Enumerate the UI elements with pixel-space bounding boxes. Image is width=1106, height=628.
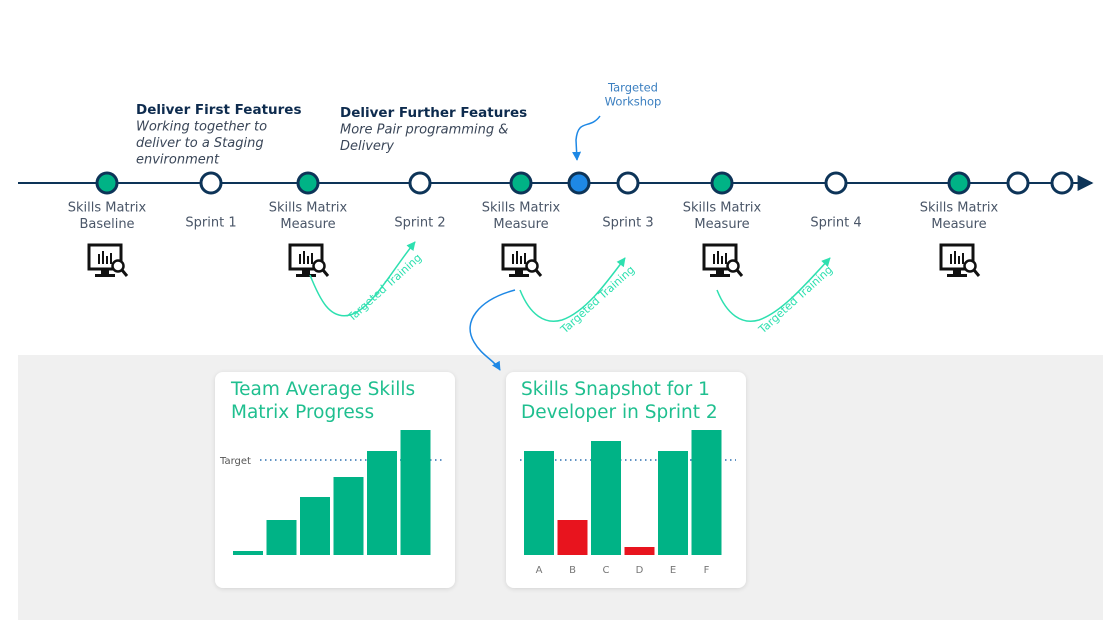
category-label: A <box>536 565 543 576</box>
training-label: Targeted Training <box>755 263 835 337</box>
bar <box>591 441 621 555</box>
annotation-line: deliver to a Staging <box>136 136 264 151</box>
category-label: C <box>603 565 610 576</box>
node-label: Measure <box>280 217 335 232</box>
bar <box>333 477 364 555</box>
bar <box>300 497 330 555</box>
category-label: B <box>569 565 576 576</box>
node-label: Sprint 2 <box>394 216 445 231</box>
node-label: Sprint 4 <box>810 216 861 231</box>
annotation-line: Delivery <box>340 139 394 154</box>
timeline-node <box>1050 171 1074 195</box>
node-label: Skills Matrix <box>683 201 762 216</box>
category-label: F <box>704 565 710 576</box>
bar <box>524 451 554 555</box>
node-label: Skills Matrix <box>482 201 561 216</box>
node-label: Sprint 1 <box>185 216 236 231</box>
bar <box>266 520 297 555</box>
workshop-label: Workshop <box>605 95 662 109</box>
chart-title: Skills Snapshot for 1 <box>521 379 710 400</box>
workshop-arrow <box>572 115 601 161</box>
category-label: D <box>636 565 644 576</box>
timeline-node <box>1006 171 1030 195</box>
timeline-node <box>408 171 432 195</box>
annotation-title: Deliver Further Features <box>340 105 527 121</box>
node-label: Sprint 3 <box>602 216 653 231</box>
node-label: Skills Matrix <box>68 201 147 216</box>
timeline-node <box>509 171 533 195</box>
bar <box>691 430 722 555</box>
training-arrow <box>519 257 626 322</box>
timeline-node <box>947 171 971 195</box>
node-label: Measure <box>493 217 548 232</box>
chart-title: Developer in Sprint 2 <box>521 402 718 423</box>
workshop-label: Targeted <box>607 81 658 95</box>
node-label: Skills Matrix <box>269 201 348 216</box>
node-label: Skills Matrix <box>920 201 999 216</box>
node-label: Baseline <box>79 217 134 232</box>
annotation-line: More Pair programming & <box>340 123 508 138</box>
bar <box>658 451 688 555</box>
training-arrow <box>716 257 831 322</box>
timeline-node <box>616 171 640 195</box>
bar <box>557 520 588 555</box>
timeline-node <box>710 171 734 195</box>
annotation-line: environment <box>136 153 220 168</box>
target-label: Target <box>219 456 251 467</box>
timeline-node <box>296 171 320 195</box>
annotation-title: Deliver First Features <box>136 102 301 118</box>
measure-icon <box>501 243 543 279</box>
category-label: E <box>670 565 676 576</box>
timeline-node <box>567 171 591 195</box>
annotation-line: Working together to <box>136 120 267 135</box>
timeline-node <box>824 171 848 195</box>
node-label: Measure <box>694 217 749 232</box>
measure-icon <box>288 243 330 279</box>
bar <box>233 551 263 555</box>
bar <box>624 547 655 555</box>
timeline-node <box>199 171 223 195</box>
bar <box>400 430 431 555</box>
measure-icon <box>87 243 129 279</box>
measure-icon <box>702 243 744 279</box>
node-label: Measure <box>931 217 986 232</box>
snapshot-arrow <box>469 289 516 371</box>
training-label: Targeted Training <box>344 251 424 325</box>
measure-icon <box>939 243 981 279</box>
chart-title: Matrix Progress <box>231 402 374 423</box>
bar <box>367 451 397 555</box>
chart-title: Team Average Skills <box>230 379 415 400</box>
timeline-node <box>95 171 119 195</box>
training-arrow <box>309 241 416 317</box>
training-label: Targeted Training <box>557 263 637 337</box>
